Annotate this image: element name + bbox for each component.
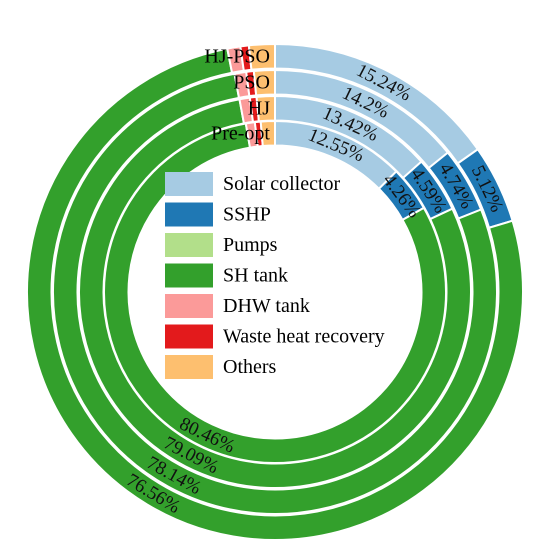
segment-hj-pso-others bbox=[247, 42, 276, 71]
legend-swatch-sshp bbox=[165, 202, 213, 227]
segment-pre-opt-others bbox=[259, 119, 276, 148]
ring-label-hj: HJ bbox=[248, 97, 270, 119]
legend-label-others: Others bbox=[223, 356, 277, 378]
legend-label-sshp: SSHP bbox=[223, 204, 271, 226]
ring-label-hj-pso: HJ-PSO bbox=[204, 45, 270, 67]
legend-swatch-solar-collector bbox=[165, 172, 213, 196]
segment-hj-pso-sh-tank bbox=[26, 47, 524, 541]
segment-pre-opt-sh-tank bbox=[103, 122, 447, 464]
legend-swatch-others bbox=[165, 355, 213, 379]
legend-label-waste-heat-recovery: Waste heat recovery bbox=[223, 326, 385, 348]
legend-swatch-sh-tank bbox=[165, 263, 213, 288]
legend-label-dhw-tank: DHW tank bbox=[223, 295, 310, 317]
legend: Solar collector SSHP Pumps SH tank DHW tank W… bbox=[165, 172, 385, 379]
ring-labels: HJ-PSO PSO HJ Pre-opt bbox=[204, 45, 270, 144]
legend-label-solar-collector: Solar collector bbox=[223, 173, 341, 195]
ring-label-pre-opt: Pre-opt bbox=[211, 122, 270, 144]
segment-pso-sh-tank bbox=[52, 72, 498, 515]
legend-label-sh-tank: SH tank bbox=[223, 265, 288, 287]
ring-label-pso: PSO bbox=[233, 71, 270, 93]
legend-label-pumps: Pumps bbox=[223, 234, 278, 256]
rings bbox=[26, 42, 524, 541]
legend-swatch-pumps bbox=[165, 233, 213, 257]
legend-swatch-dhw-tank bbox=[165, 294, 213, 318]
segment-pso-others bbox=[252, 68, 276, 97]
legend-swatch-waste-heat-recovery bbox=[165, 324, 213, 349]
